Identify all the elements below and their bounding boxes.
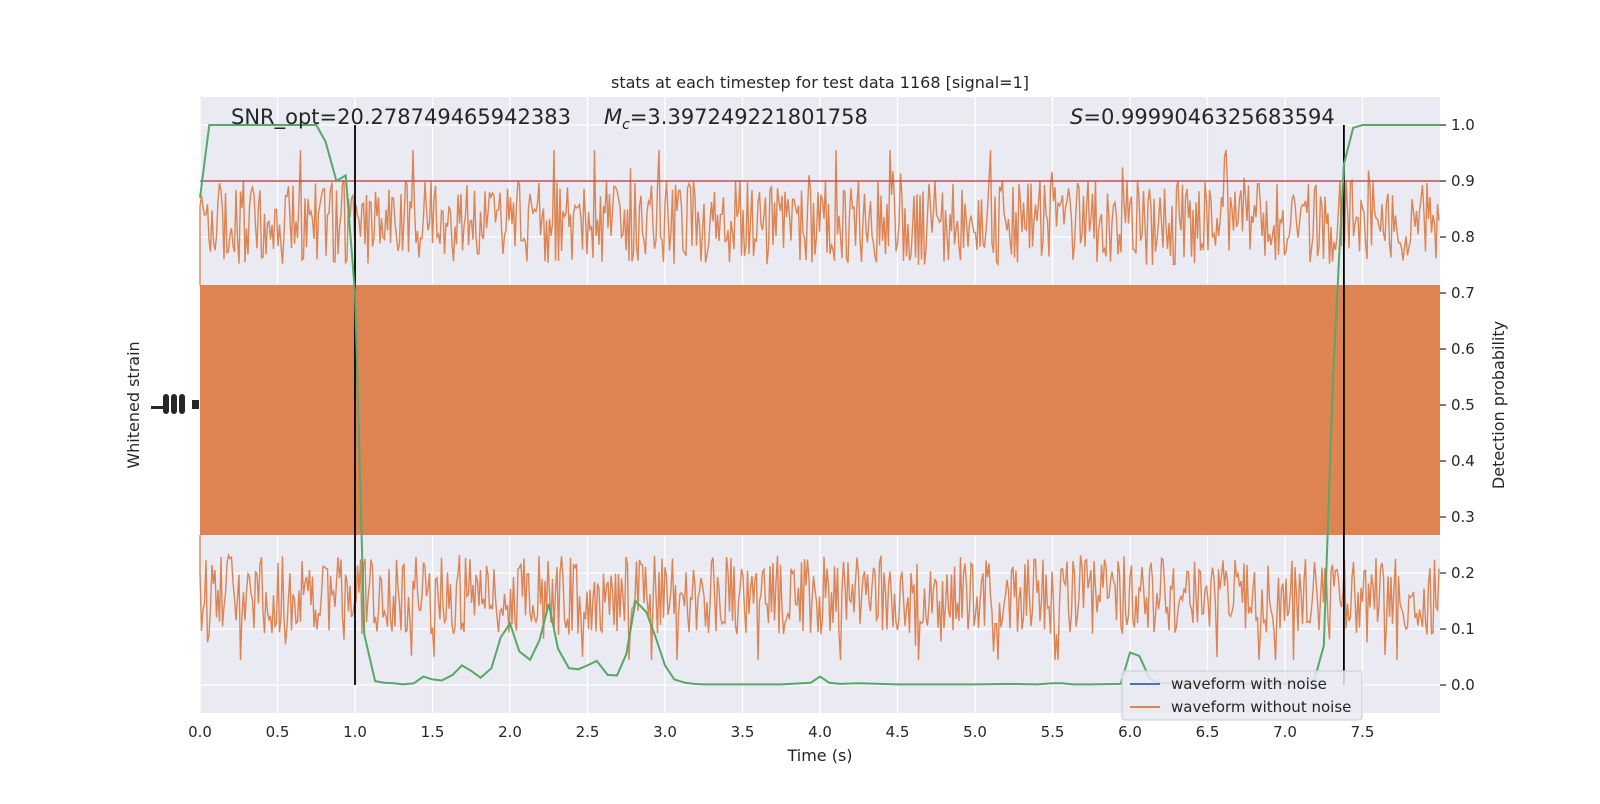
x-tick-label: 1.0 xyxy=(343,723,367,741)
left-axis-tick-cluster xyxy=(151,394,199,414)
x-axis-label: Time (s) xyxy=(786,746,852,765)
y-tick-label: 0.7 xyxy=(1451,284,1475,302)
left-y-axis-label: Whitened strain xyxy=(124,341,143,468)
y-tick-label: 0.2 xyxy=(1451,564,1475,582)
snr-annotation: SNR_opt=20.278749465942383 xyxy=(231,105,571,130)
left-tick-glyph xyxy=(151,406,167,409)
x-tick-label: 3.0 xyxy=(653,723,677,741)
y-tick-label: 0.8 xyxy=(1451,228,1475,246)
x-tick-label: 4.5 xyxy=(886,723,910,741)
y-tick-label: 0.3 xyxy=(1451,508,1475,526)
right-y-axis-ticks: 0.0 0.1 0.2 0.3 0.4 0.5 0.6 0.7 0.8 0.9 1.0 xyxy=(1440,116,1475,694)
x-tick-label: 7.0 xyxy=(1273,723,1297,741)
y-tick-label: 1.0 xyxy=(1451,116,1475,134)
y-tick-label: 0.9 xyxy=(1451,172,1475,190)
waveform-upper-envelope xyxy=(199,149,1440,285)
detection-probability-line xyxy=(199,124,1440,686)
x-tick-label: 4.0 xyxy=(808,723,832,741)
left-tick-glyph xyxy=(179,394,185,414)
x-tick-label: 5.0 xyxy=(963,723,987,741)
x-tick-label: 5.5 xyxy=(1041,723,1065,741)
x-tick-label: 0.5 xyxy=(266,723,290,741)
x-tick-label: 3.5 xyxy=(731,723,755,741)
left-tick-glyph xyxy=(163,394,169,414)
vertical-markers xyxy=(354,125,1345,685)
chart-title: stats at each timestep for test data 116… xyxy=(611,73,1029,92)
legend: waveform with noise waveform without noi… xyxy=(1121,670,1363,721)
y-tick-label: 0.5 xyxy=(1451,396,1475,414)
y-tick-label: 0.1 xyxy=(1451,620,1475,638)
y-tick-label: 0.0 xyxy=(1451,676,1475,694)
chirp-mass-subscript: c xyxy=(622,117,630,133)
legend-label-noisy: waveform with noise xyxy=(1171,675,1327,693)
x-tick-label: 6.0 xyxy=(1118,723,1142,741)
x-axis-ticks: 0.0 0.5 1.0 1.5 2.0 2.5 3.0 3.5 4.0 4.5 5.0 5.5 6.0 6… xyxy=(188,723,1374,741)
chirp-mass-annotation: Mc=3.397249221801758 xyxy=(604,105,868,133)
x-tick-label: 2.0 xyxy=(498,723,522,741)
score-symbol: S xyxy=(1070,105,1083,129)
legend-box xyxy=(1121,670,1363,721)
left-tick-glyph xyxy=(192,400,199,409)
y-tick-label: 0.4 xyxy=(1451,452,1475,470)
waveform-core xyxy=(200,285,1440,535)
x-tick-label: 1.5 xyxy=(421,723,445,741)
chirp-mass-symbol: M xyxy=(604,105,622,129)
score-value: =0.9999046325683594 xyxy=(1083,105,1334,129)
waveform-without-noise-series xyxy=(199,149,1440,661)
waveform-lower-envelope xyxy=(199,535,1440,661)
right-y-axis-label: Detection probability xyxy=(1489,321,1508,489)
x-tick-label: 6.5 xyxy=(1196,723,1220,741)
left-tick-glyph xyxy=(171,394,177,414)
legend-label-clean: waveform without noise xyxy=(1171,698,1351,716)
x-tick-label: 7.5 xyxy=(1351,723,1375,741)
x-tick-label: 0.0 xyxy=(188,723,212,741)
x-tick-label: 2.5 xyxy=(576,723,600,741)
y-tick-label: 0.6 xyxy=(1451,340,1475,358)
score-annotation: S=0.9999046325683594 xyxy=(1070,105,1335,129)
chirp-mass-value: =3.397249221801758 xyxy=(630,105,868,129)
